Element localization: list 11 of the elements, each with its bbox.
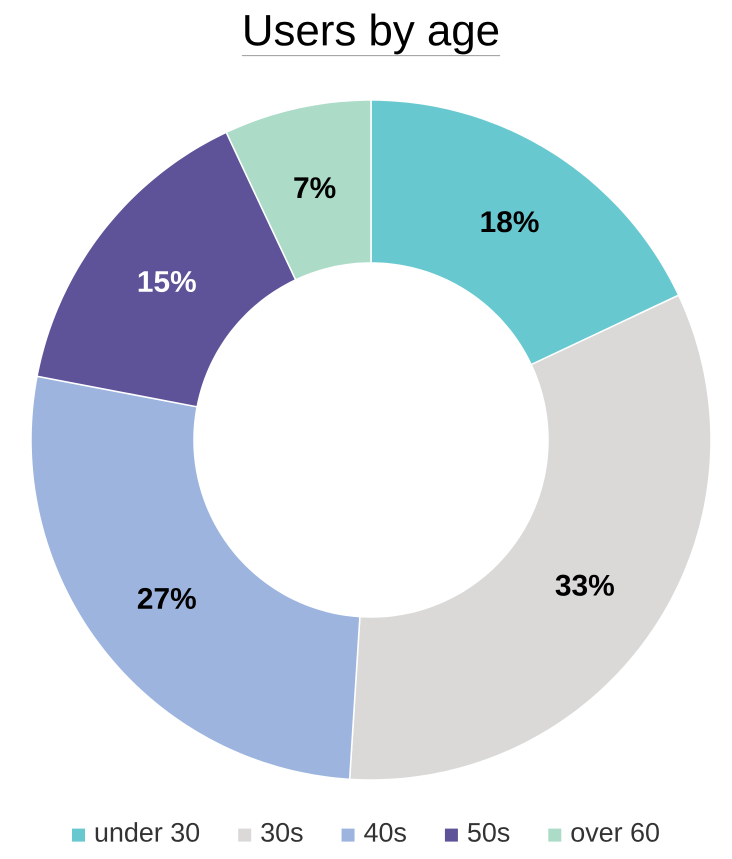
legend-label: 50s: [468, 822, 510, 842]
data-label: 7%: [294, 177, 336, 198]
legend-label: 30s: [261, 822, 303, 842]
data-label: 27%: [138, 588, 196, 609]
legend-label: under 30: [96, 822, 200, 842]
legend-label: over 60: [571, 822, 659, 842]
data-label: 18%: [481, 211, 539, 232]
data-label: 33%: [556, 574, 614, 596]
legend-label: 40s: [364, 822, 406, 842]
chart-title: Users by age: [245, 14, 498, 54]
data-label: 15%: [138, 271, 196, 292]
